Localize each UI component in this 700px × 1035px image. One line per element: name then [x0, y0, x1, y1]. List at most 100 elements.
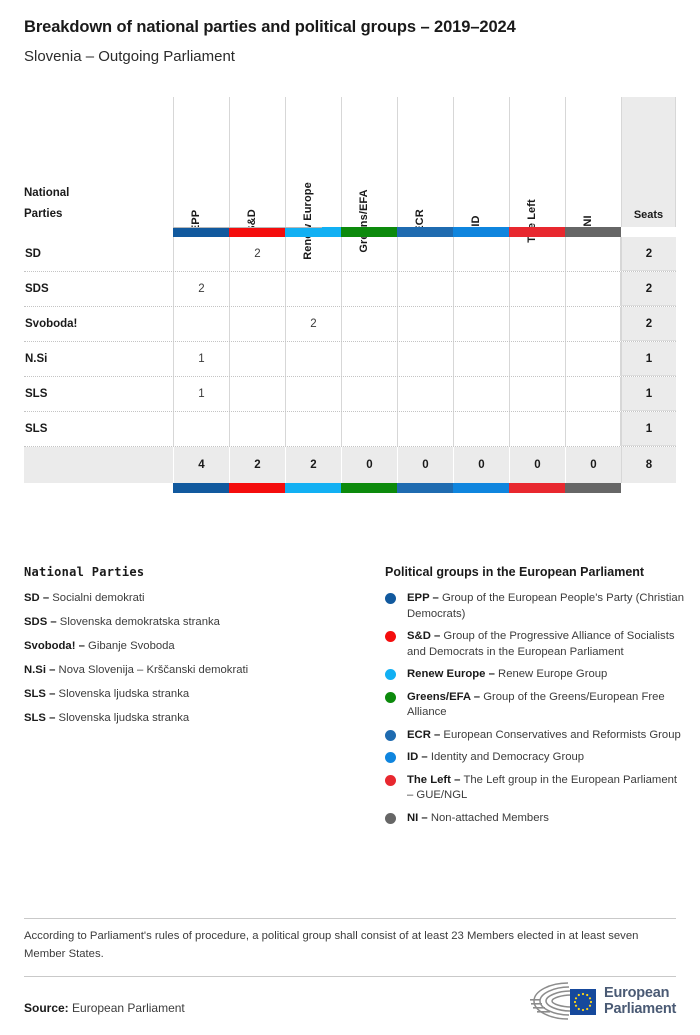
row-header-line2: Parties — [24, 208, 63, 220]
row-party-label: SDS — [25, 283, 49, 295]
group-full-name: The Left group in the European Parliamen… — [407, 773, 678, 802]
group-color-dot-icon — [385, 691, 396, 703]
party-full-name: Socialni demokrati — [52, 592, 145, 604]
political-group-legend-item: NI – Non-attached Members — [385, 811, 685, 827]
seat-cell: 1 — [173, 342, 229, 376]
political-group-legend-item: EPP – Group of the European People's Par… — [385, 591, 685, 622]
group-legend-text: NI – Non-attached Members — [407, 811, 549, 827]
seat-cell — [565, 272, 621, 306]
column-header-greens-efa: Greens/EFA — [341, 97, 397, 253]
european-parliament-logo: European Parliament — [528, 978, 678, 1024]
national-party-legend-item: N.Si – Nova Slovenija – Krščanski demokr… — [24, 663, 364, 677]
party-full-name: Nova Slovenija – Krščanski demokrati — [58, 664, 249, 676]
group-color-dot-icon — [385, 593, 396, 604]
color-bar-ecr — [397, 227, 453, 237]
seat-cell — [453, 342, 509, 376]
table-body: SD 2 2 SDS 2 2 Svoboda! 2 2 N.Si 1 1 SLS 1 1 SLS 1 — [24, 237, 676, 447]
color-bar-id — [453, 227, 509, 237]
seat-cell — [285, 272, 341, 306]
political-group-legend-item: ECR – European Conservatives and Reformi… — [385, 728, 685, 744]
group-legend-text: The Left – The Left group in the Europea… — [407, 773, 685, 804]
column-header-label: ID — [469, 215, 482, 227]
national-party-legend-item: Svoboda! – Gibanje Svoboda — [24, 639, 364, 653]
seat-cell — [341, 342, 397, 376]
seat-cell — [229, 377, 285, 411]
row-party-label: SD — [25, 248, 41, 260]
color-bar-epp — [173, 227, 229, 237]
seat-cell — [229, 412, 285, 446]
seat-cell — [453, 377, 509, 411]
group-color-dot-icon — [385, 631, 396, 642]
color-bar-bottom-greens-efa — [341, 483, 397, 493]
group-abbr: Renew Europe – — [407, 668, 499, 680]
group-full-name: Group of the European People's Party (Ch… — [407, 592, 685, 620]
national-parties-legend: National Parties SD – Socialni demokrati… — [24, 565, 364, 735]
group-abbr: ID – — [407, 751, 431, 763]
seat-cell — [397, 237, 453, 271]
column-header-id: ID — [453, 97, 509, 227]
row-party-label: Svoboda! — [25, 318, 78, 330]
seat-cell — [341, 307, 397, 341]
color-bar-the-left — [509, 227, 565, 237]
column-header-seats: Seats — [621, 97, 676, 227]
color-bar-bottom-the-left — [509, 483, 565, 493]
seat-cell — [173, 237, 229, 271]
seat-cell — [565, 377, 621, 411]
seat-cell — [509, 237, 565, 271]
ep-logo-line1: European — [604, 984, 670, 1001]
color-bar-bottom-ecr — [397, 483, 453, 493]
seat-cell — [565, 307, 621, 341]
seat-cell — [565, 412, 621, 446]
row-seats-total: 2 — [621, 272, 676, 306]
table-row: SDS 2 2 — [24, 272, 676, 307]
seat-cell — [509, 412, 565, 446]
group-color-dot-icon — [385, 752, 396, 763]
group-color-dot-icon — [385, 729, 396, 741]
seat-cell — [341, 377, 397, 411]
group-full-name: European Conservatives and Reformists Gr… — [443, 728, 681, 741]
header-rule — [173, 227, 322, 228]
party-abbr: SDS – — [24, 616, 60, 628]
table-row: SLS 1 — [24, 412, 676, 447]
seat-cell — [341, 272, 397, 306]
seat-cell — [341, 412, 397, 446]
seats-header-label: Seats — [633, 209, 664, 221]
political-group-legend-item: S&D – Group of the Progressive Alliance … — [385, 629, 685, 660]
column-total-cell: 0 — [453, 447, 509, 483]
column-total-cell: 0 — [509, 447, 565, 483]
national-party-legend-item: SD – Socialni demokrati — [24, 591, 364, 605]
seat-cell — [509, 272, 565, 306]
seat-cell — [509, 307, 565, 341]
group-legend-text: S&D – Group of the Progressive Alliance … — [407, 629, 685, 660]
column-header-label: Greens/EFA — [357, 189, 370, 253]
group-color-strip-bottom — [173, 483, 676, 493]
color-bar-renew-europe — [285, 227, 341, 237]
party-abbr: N.Si – — [24, 664, 59, 676]
table-row: SD 2 2 — [24, 237, 676, 272]
group-legend-text: Renew Europe – Renew Europe Group — [407, 667, 607, 683]
group-legend-text: Greens/EFA – Group of the Greens/Europea… — [407, 690, 685, 721]
column-header-s-d: S&D — [229, 97, 285, 233]
party-abbr: SLS – — [24, 688, 59, 700]
group-full-name: Group of the Greens/European Free Allian… — [407, 690, 665, 719]
group-full-name: Identity and Democracy Group — [430, 751, 585, 763]
group-abbr: S&D – — [407, 630, 444, 642]
group-abbr: NI – — [407, 811, 431, 824]
column-total-cell: 0 — [565, 447, 621, 483]
group-legend-text: EPP – Group of the European People's Par… — [407, 591, 685, 622]
party-abbr: SD – — [24, 592, 53, 604]
seat-cell — [453, 272, 509, 306]
seat-cell — [397, 272, 453, 306]
source-label: Source: — [24, 1001, 69, 1015]
footer-divider-top — [24, 918, 676, 919]
political-groups-legend: Political groups in the European Parliam… — [385, 565, 685, 833]
seat-cell — [285, 412, 341, 446]
political-groups-legend-title: Political groups in the European Parliam… — [385, 565, 645, 579]
national-parties-legend-list: SD – Socialni demokrati SDS – Slovenska d… — [24, 591, 364, 725]
row-party-label: N.Si — [25, 353, 48, 365]
column-total-cell: 4 — [173, 447, 229, 483]
row-party-label: SLS — [25, 388, 48, 400]
page-title: Breakdown of national parties and politi… — [24, 18, 516, 36]
color-bar-bottom-renew-europe — [285, 483, 341, 493]
seat-cell — [509, 342, 565, 376]
